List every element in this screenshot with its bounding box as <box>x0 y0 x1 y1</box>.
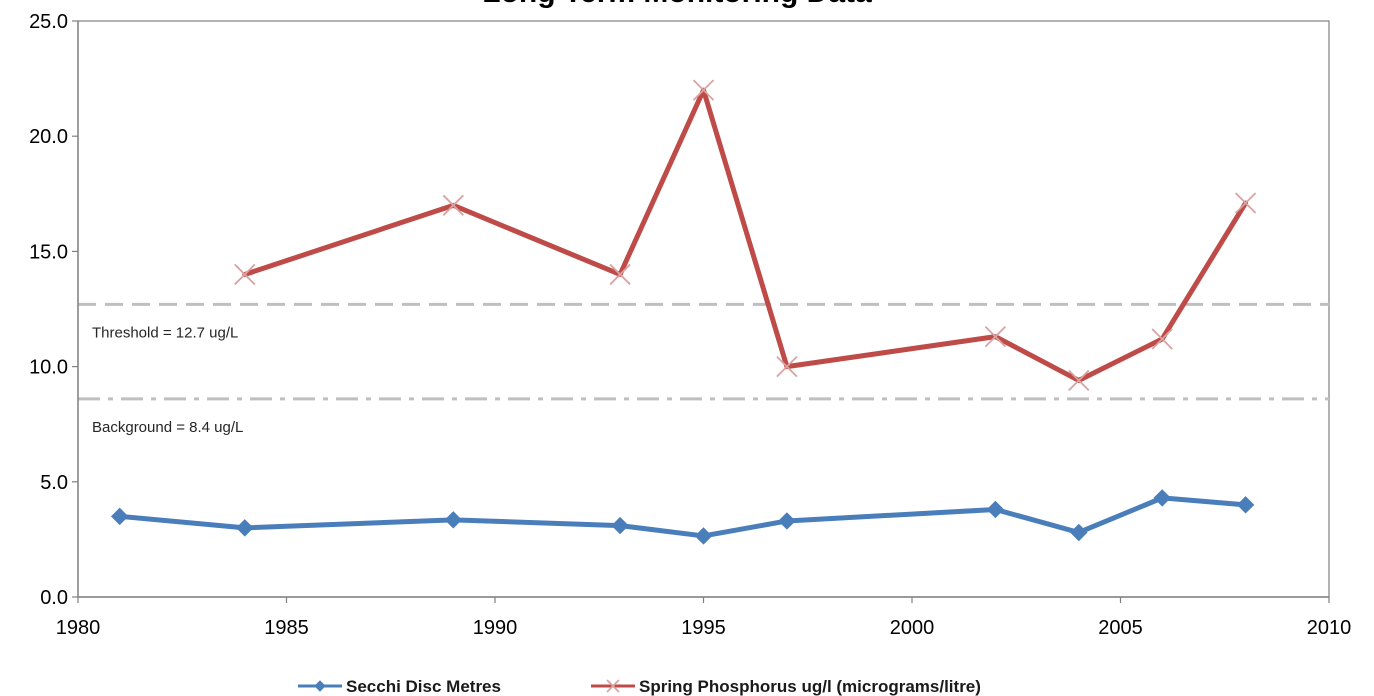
data-point <box>1151 328 1173 350</box>
reference-line-label: Threshold = 12.7 ug/L <box>92 324 238 341</box>
data-point <box>694 527 713 545</box>
chart-title: Long Term Monitoring Data <box>482 0 872 9</box>
x-tick-label: 1980 <box>56 617 101 639</box>
x-tick-label: 2005 <box>1098 617 1143 639</box>
x-tick-label: 1995 <box>681 617 726 639</box>
data-point <box>609 263 631 286</box>
y-tick-label: 20.0 <box>29 126 68 148</box>
legend-label: Secchi Disc Metres <box>346 677 501 696</box>
data-point <box>1070 523 1088 542</box>
data-point <box>110 507 129 526</box>
legend-label: Spring Phosphorus ug/l (micrograms/litre… <box>639 677 981 696</box>
legend-marker <box>314 680 326 692</box>
x-tick-label: 2010 <box>1307 617 1352 639</box>
y-tick-label: 15.0 <box>29 241 68 263</box>
data-point <box>236 519 254 537</box>
x-tick-label: 1985 <box>264 617 309 639</box>
series <box>110 79 1257 545</box>
reference-line-label: Background = 8.4 ug/L <box>92 419 243 436</box>
x-tick-label: 2000 <box>890 617 935 639</box>
y-tick-label: 0.0 <box>40 587 68 609</box>
data-point <box>444 511 463 529</box>
y-tick-label: 5.0 <box>40 472 68 494</box>
data-point <box>986 500 1005 519</box>
series-line <box>242 87 1249 383</box>
x-tick-label: 1990 <box>473 617 518 639</box>
series-line <box>117 495 1249 539</box>
legend-item: Secchi Disc Metres <box>298 677 501 696</box>
legend: Secchi Disc Metres Spring Phosphorus ug/l… <box>298 677 981 696</box>
axes: 1980 1985 1990 1995 2000 2005 2010 0.0 5.0 10.0 15… <box>29 11 1351 639</box>
series-secchi-disc <box>110 489 1255 545</box>
y-tick-label: 25.0 <box>29 11 68 33</box>
data-point <box>692 79 715 101</box>
data-point <box>1234 192 1257 214</box>
y-tick-label: 10.0 <box>29 357 68 379</box>
reference-lines: Threshold = 12.7 ug/L Background = 8.4 ug… <box>78 302 1329 436</box>
data-point <box>442 194 464 216</box>
data-point <box>776 355 798 378</box>
legend-marker <box>606 679 620 693</box>
data-point <box>1068 369 1090 392</box>
data-point <box>1153 489 1171 507</box>
data-point <box>778 512 796 530</box>
series-spring-phosphorus <box>234 79 1257 392</box>
data-point <box>1236 496 1255 514</box>
plot-frame <box>77 20 1330 598</box>
legend-item: Spring Phosphorus ug/l (micrograms/litre… <box>591 677 981 696</box>
data-point <box>611 516 629 535</box>
data-point <box>234 263 256 286</box>
data-point <box>984 326 1007 348</box>
